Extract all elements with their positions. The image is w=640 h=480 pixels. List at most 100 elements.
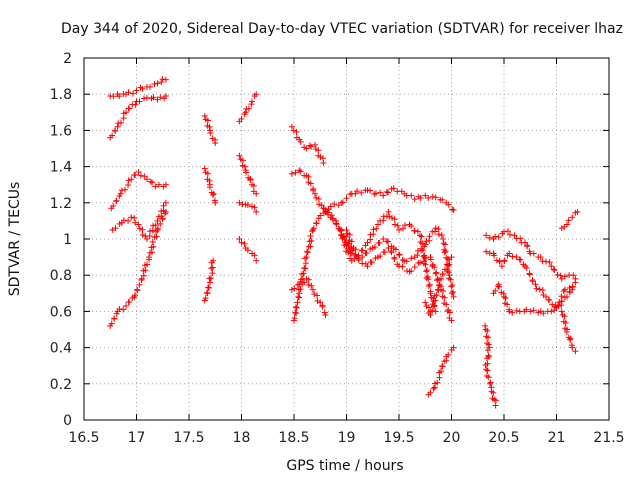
data-point-marker [359,247,366,254]
data-point-marker [125,182,132,189]
data-point-marker [449,282,456,289]
x-tick-label: 18 [233,430,251,446]
data-point-marker [414,228,421,235]
data-point-marker [201,165,208,172]
data-point-marker [376,240,383,247]
y-tick-label: 1.4 [50,160,72,176]
data-point-marker [424,267,431,274]
data-point-marker [367,231,374,238]
data-point-marker [523,306,530,313]
data-point-marker [372,255,379,262]
data-point-marker [297,286,304,293]
data-point-marker [524,243,531,250]
x-tick-label: 16.5 [68,430,99,446]
data-point-marker [315,147,322,154]
data-point-marker [136,225,143,232]
data-point-marker [441,294,448,301]
data-point-marker [137,172,144,179]
x-axis-title: GPS time / hours [286,458,403,474]
data-point-marker [247,177,254,184]
data-point-marker [380,236,387,242]
data-point-marker [421,258,427,265]
data-point-marker [562,319,569,326]
data-point-marker [501,257,508,264]
data-point-marker [449,290,455,297]
y-tick-label: 0.6 [50,304,72,320]
data-point-marker [244,247,251,254]
data-point-marker [425,304,432,311]
data-point-marker [364,239,371,246]
data-point-marker [132,292,139,299]
data-point-marker [444,255,451,262]
data-point-marker [208,265,215,272]
data-point-marker [417,194,424,201]
data-point-marker [487,379,494,386]
data-point-marker [439,196,446,203]
x-tick-label: 19 [338,430,356,446]
data-point-marker [484,347,491,354]
data-point-marker [445,351,452,358]
data-point-marker [304,248,310,255]
data-point-marker [302,260,309,267]
data-point-marker [154,80,161,87]
data-point-marker [560,288,567,295]
data-point-marker [443,301,450,308]
data-point-marker [125,217,132,224]
data-point-marker [450,344,457,351]
data-point-marker [447,276,454,283]
data-point-marker [564,221,570,228]
data-point-marker [253,257,260,264]
data-point-marker [482,322,489,329]
data-point-marker [305,173,312,180]
data-point-marker [146,254,153,261]
data-point-marker [207,279,213,286]
data-point-marker [485,341,492,348]
data-point-marker [131,214,138,221]
data-point-marker [154,225,161,232]
data-point-marker [203,289,210,296]
data-point-marker [236,152,243,159]
data-point-marker [426,233,433,240]
data-point-marker [536,286,543,293]
chart-title: Day 344 of 2020, Sidereal Day-to-day VTE… [61,21,623,37]
data-point-marker [414,252,421,259]
data-point-marker [425,194,432,201]
data-point-marker [448,283,455,290]
data-point-marker [149,239,156,246]
data-point-marker [435,287,442,294]
data-point-marker [439,362,446,369]
data-point-marker [565,217,572,224]
data-point-marker [109,132,116,139]
data-point-marker [301,264,308,271]
data-point-marker [112,127,119,134]
data-point-marker [450,293,457,300]
data-point-marker [308,282,315,289]
data-point-marker [302,265,309,272]
data-point-marker [299,281,306,288]
data-point-marker [423,254,429,261]
data-point-marker [354,188,361,195]
data-point-marker [210,191,216,198]
data-point-marker [239,157,246,164]
data-point-marker [130,90,136,97]
data-point-marker [212,140,219,147]
data-point-marker [432,270,439,277]
data-point-marker [305,281,312,288]
y-tick-label: 1.2 [50,196,72,212]
data-point-marker [417,259,423,266]
data-point-marker [150,94,157,101]
data-point-marker [113,197,120,204]
data-point-marker [448,254,455,261]
x-tick-label: 21 [548,430,566,446]
data-point-marker [333,220,340,227]
data-point-marker [306,142,313,149]
data-point-marker [201,112,208,119]
data-point-marker [385,238,391,245]
y-tick-label: 0.4 [50,341,72,357]
data-point-marker [321,309,328,316]
data-point-marker [238,115,245,122]
data-point-marker [207,129,214,136]
data-point-marker [157,94,164,101]
data-point-marker [319,303,326,310]
